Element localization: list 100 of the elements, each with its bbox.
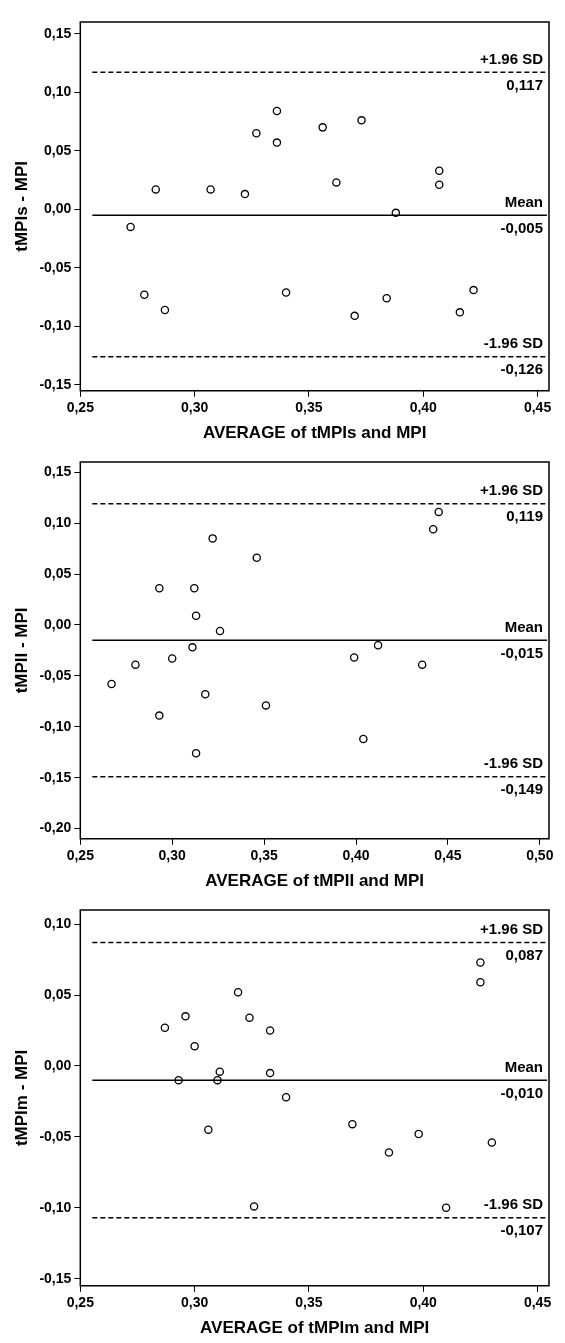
y-tick-label: 0,15 <box>44 463 72 480</box>
y-tick-label: -0,05 <box>39 1127 72 1144</box>
point <box>391 208 401 218</box>
point <box>265 1026 275 1035</box>
point <box>233 988 243 997</box>
point <box>261 701 271 710</box>
point <box>245 1013 254 1023</box>
point <box>190 584 199 593</box>
point <box>215 626 225 636</box>
point <box>357 116 366 125</box>
point <box>160 305 170 315</box>
annotation: -0,126 <box>500 360 543 378</box>
point <box>265 1068 275 1078</box>
point <box>191 611 201 621</box>
point <box>272 138 282 147</box>
point <box>455 308 465 317</box>
ref-line-label: -1.96 SD <box>483 1195 544 1213</box>
y-tick-label: -0,10 <box>39 317 72 334</box>
x-axis-title: AVERAGE of tMPIs and MPI <box>202 423 427 443</box>
point <box>272 106 282 116</box>
point <box>151 185 161 194</box>
ref-line-label: +1.96 SD <box>480 920 544 938</box>
x-tick-label: 0,40 <box>342 847 370 864</box>
annotation: 0,119 <box>506 507 543 525</box>
point <box>249 1202 259 1211</box>
annotation: 0,117 <box>506 75 543 93</box>
y-axis-title: tMPII - MPI <box>11 607 31 694</box>
ref-line-label: Mean <box>504 192 543 210</box>
point <box>359 734 368 744</box>
y-tick-label: -0,05 <box>39 666 72 683</box>
x-tick-label: 0,25 <box>66 1294 95 1311</box>
point <box>131 660 140 669</box>
y-tick-label: 0,05 <box>44 985 72 1002</box>
annotation: 0,087 <box>505 946 543 964</box>
y-tick-label: 0,00 <box>44 1056 72 1073</box>
y-tick-label: 0,10 <box>44 513 72 530</box>
y-tick-label: -0,15 <box>39 1269 72 1286</box>
point <box>126 222 135 232</box>
y-axis-title: tMPIs - MPI <box>11 161 31 252</box>
point <box>252 553 262 562</box>
x-tick-label: 0,30 <box>181 1294 209 1311</box>
y-tick-label: 0,05 <box>44 141 72 158</box>
annotation: -0,015 <box>500 643 543 661</box>
point <box>252 128 261 138</box>
x-tick-label: 0,30 <box>158 847 187 864</box>
x-tick-label: 0,45 <box>523 399 552 416</box>
point <box>434 507 443 517</box>
point <box>215 1067 225 1076</box>
point <box>348 1119 357 1129</box>
ref-line-label: Mean <box>504 617 543 635</box>
point <box>414 1129 423 1139</box>
point <box>384 1148 394 1157</box>
y-tick-label: -0,20 <box>39 819 72 836</box>
point <box>281 288 291 297</box>
point <box>417 660 427 669</box>
point <box>174 1075 183 1085</box>
point <box>435 180 444 189</box>
x-tick-label: 0,35 <box>295 1294 323 1311</box>
point <box>382 294 391 303</box>
annotation: -0,149 <box>500 780 543 798</box>
point <box>155 584 164 593</box>
point <box>155 711 164 720</box>
point <box>428 524 438 534</box>
point <box>190 1041 199 1051</box>
point <box>213 1075 222 1085</box>
ref-line-label: Mean <box>504 1057 543 1075</box>
annotation: -0,010 <box>500 1083 543 1101</box>
point <box>469 285 478 295</box>
y-tick-label: 0,10 <box>44 83 72 100</box>
annotation: -0,005 <box>500 218 543 236</box>
y-tick-label: -0,05 <box>39 258 72 275</box>
ref-line-label: +1.96 SD <box>480 481 544 499</box>
y-tick-label: 0,00 <box>44 200 72 217</box>
x-tick-label: 0,35 <box>250 847 278 864</box>
point <box>281 1092 291 1102</box>
y-tick-label: 0,00 <box>44 615 72 632</box>
point <box>206 185 215 194</box>
annotation: -0,107 <box>500 1221 543 1239</box>
x-tick-label: 0,25 <box>66 847 95 864</box>
point <box>208 534 217 543</box>
point <box>332 178 341 187</box>
point <box>167 654 177 663</box>
x-tick-label: 0,35 <box>295 399 323 416</box>
y-axis-title: tMPIm - MPI <box>11 1049 31 1147</box>
point <box>350 311 359 321</box>
point <box>373 641 383 650</box>
x-axis-title: AVERAGE of tMPII and MPI <box>205 871 425 891</box>
y-tick-label: -0,10 <box>39 717 72 734</box>
point <box>140 290 149 300</box>
y-tick-label: 0,15 <box>44 24 72 41</box>
x-axis-title: AVERAGE of tMPIm and MPI <box>200 1318 430 1338</box>
point <box>181 1012 190 1021</box>
x-tick-label: 0,45 <box>434 847 462 864</box>
x-tick-label: 0,25 <box>66 399 95 416</box>
y-tick-label: -0,15 <box>39 768 72 785</box>
point <box>191 749 201 758</box>
y-tick-label: -0,10 <box>39 1198 72 1215</box>
ref-line-label: -1.96 SD <box>483 754 544 772</box>
x-tick-label: 0,30 <box>181 399 209 416</box>
ref-line-label: +1.96 SD <box>480 49 544 67</box>
